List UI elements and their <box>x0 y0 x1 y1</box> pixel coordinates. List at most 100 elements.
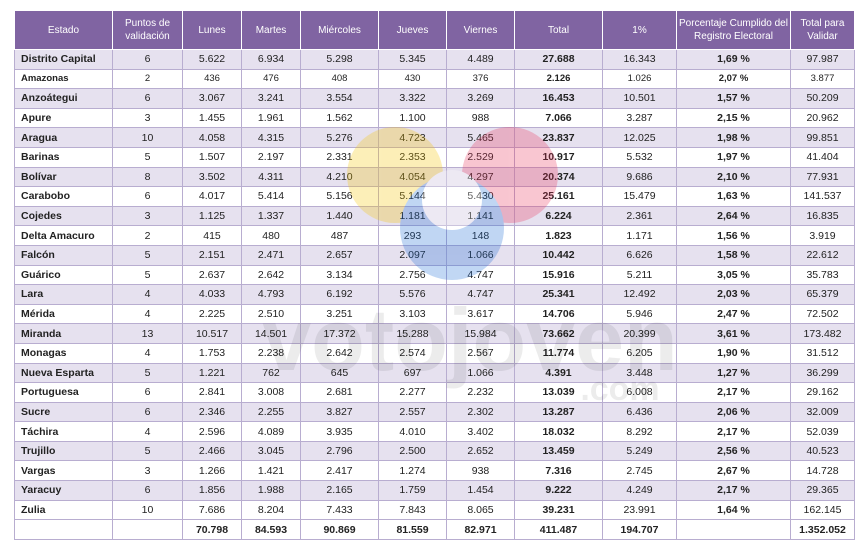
table-cell: 16.453 <box>514 88 603 109</box>
validation-results-table: Estado Puntos de validación Lunes Martes… <box>14 10 855 541</box>
totals-cell: 84.593 <box>241 519 301 541</box>
totals-cell: 411.487 <box>514 519 603 541</box>
table-cell: 4.489 <box>446 49 515 70</box>
table-cell: 10 <box>112 127 183 148</box>
table-cell: 5 <box>112 146 183 168</box>
state-name-cell: Sucre <box>14 401 113 423</box>
table-cell: 1.455 <box>182 107 242 129</box>
table-cell: 3.935 <box>300 421 379 442</box>
table-cell: 16.343 <box>602 49 677 70</box>
table-cell: 12.492 <box>602 284 677 305</box>
table-cell: 2.151 <box>182 244 242 266</box>
state-name-cell: Táchira <box>14 421 113 442</box>
totals-cell: 70.798 <box>182 519 242 541</box>
table-cell: 3.554 <box>300 88 379 109</box>
table-cell: 3 <box>112 460 183 482</box>
table-cell: 2.361 <box>602 205 677 227</box>
table-cell: 376 <box>446 68 515 90</box>
col-header-total-validar: Total para Validar <box>790 10 855 50</box>
table-cell: 72.502 <box>790 303 855 325</box>
table-cell: 4.391 <box>514 362 603 384</box>
table-cell: 14.501 <box>241 323 301 344</box>
table-cell: 2,47 % <box>676 303 791 325</box>
table-cell: 8.292 <box>602 421 677 442</box>
table-cell: 31.512 <box>790 342 855 364</box>
table-cell: 2.745 <box>602 460 677 482</box>
table-cell: 2 <box>112 225 183 246</box>
table-cell: 4.210 <box>300 166 379 188</box>
state-name-cell: Cojedes <box>14 205 113 227</box>
totals-row: 70.798 84.593 90.869 81.559 82.971 411.4… <box>14 519 855 541</box>
table-cell: 4 <box>112 303 183 325</box>
table-cell: 35.783 <box>790 264 855 286</box>
table-cell: 1.274 <box>378 460 447 482</box>
table-cell: 77.931 <box>790 166 855 188</box>
state-name-cell: Guárico <box>14 264 113 286</box>
col-header-viernes: Viernes <box>446 10 515 50</box>
state-name-cell: Distrito Capital <box>14 49 113 70</box>
table-cell: 3.502 <box>182 166 242 188</box>
table-cell: 3,61 % <box>676 323 791 344</box>
table-cell: 17.372 <box>300 323 379 344</box>
table-cell: 3 <box>112 107 183 129</box>
table-cell: 14.706 <box>514 303 603 325</box>
table-cell: 2.637 <box>182 264 242 286</box>
table-cell: 16.835 <box>790 205 855 227</box>
table-cell: 20.962 <box>790 107 855 129</box>
table-cell: 8 <box>112 166 183 188</box>
table-cell: 4.723 <box>378 127 447 148</box>
table-cell: 1.421 <box>241 460 301 482</box>
table-cell: 5.532 <box>602 146 677 168</box>
table-cell: 1,69 % <box>676 49 791 70</box>
col-header-martes: Martes <box>241 10 301 50</box>
table-cell: 1.961 <box>241 107 301 129</box>
table-cell: 6.626 <box>602 244 677 266</box>
table-cell: 2.510 <box>241 303 301 325</box>
table-row: Miranda 13 10.517 14.501 17.372 15.288 15.984 7… <box>14 323 855 344</box>
table-cell: 4.315 <box>241 127 301 148</box>
state-name-cell: Lara <box>14 284 113 305</box>
table-cell: 2,15 % <box>676 107 791 129</box>
table-cell: 2.642 <box>300 342 379 364</box>
table-cell: 2.466 <box>182 440 242 462</box>
table-row: Sucre 6 2.346 2.255 3.827 2.557 2.302 13.287 6.4… <box>14 401 855 423</box>
table-cell: 4.793 <box>241 284 301 305</box>
table-cell: 10.442 <box>514 244 603 266</box>
table-cell: 2,17 % <box>676 382 791 403</box>
table-body: Distrito Capital 6 5.622 6.934 5.298 5.345 4.4… <box>14 49 855 521</box>
table-cell: 3.067 <box>182 88 242 109</box>
table-cell: 1.454 <box>446 480 515 501</box>
table-cell: 2.346 <box>182 401 242 423</box>
table-cell: 7.686 <box>182 499 242 521</box>
table-cell: 65.379 <box>790 284 855 305</box>
table-cell: 1.753 <box>182 342 242 364</box>
table-cell: 436 <box>182 68 242 90</box>
table-cell: 2,17 % <box>676 480 791 501</box>
table-row: Apure 3 1.455 1.961 1.562 1.100 988 7.066 3.287 2… <box>14 107 855 129</box>
totals-cell <box>676 519 791 541</box>
header-row: Estado Puntos de validación Lunes Martes… <box>14 10 855 50</box>
table-cell: 5.156 <box>300 186 379 207</box>
table-cell: 4.249 <box>602 480 677 501</box>
table-cell: 41.404 <box>790 146 855 168</box>
table-cell: 6 <box>112 88 183 109</box>
table-cell: 18.032 <box>514 421 603 442</box>
table-cell: 2.225 <box>182 303 242 325</box>
table-cell: 29.365 <box>790 480 855 501</box>
table-cell: 1,97 % <box>676 146 791 168</box>
table-cell: 10.917 <box>514 146 603 168</box>
table-row: Amazonas 2 436 476 408 430 376 2.126 1.026 2,07 %… <box>14 68 855 90</box>
state-name-cell: Trujillo <box>14 440 113 462</box>
table-cell: 2.165 <box>300 480 379 501</box>
table-cell: 1.337 <box>241 205 301 227</box>
table-cell: 6.008 <box>602 382 677 403</box>
table-cell: 8.065 <box>446 499 515 521</box>
table-cell: 6 <box>112 49 183 70</box>
table-cell: 3.322 <box>378 88 447 109</box>
table-cell: 2.756 <box>378 264 447 286</box>
state-name-cell: Anzoátegui <box>14 88 113 109</box>
table-cell: 1,56 % <box>676 225 791 246</box>
table-cell: 173.482 <box>790 323 855 344</box>
col-header-lunes: Lunes <box>182 10 242 50</box>
table-cell: 2.574 <box>378 342 447 364</box>
